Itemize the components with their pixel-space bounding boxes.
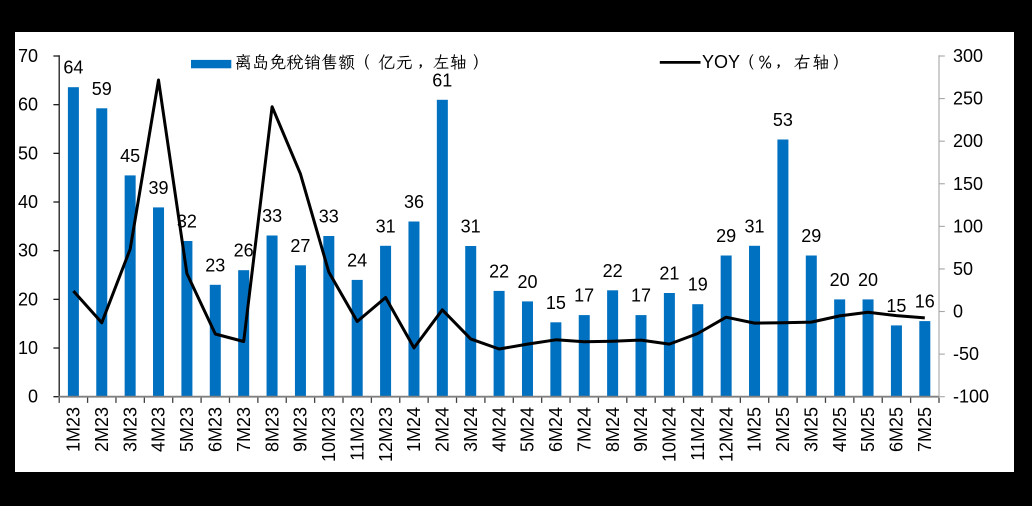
svg-text:8M24: 8M24 <box>603 407 623 452</box>
svg-text:20: 20 <box>517 272 537 292</box>
svg-text:31: 31 <box>376 216 396 236</box>
svg-text:31: 31 <box>744 216 764 236</box>
svg-text:7M23: 7M23 <box>234 407 254 452</box>
svg-text:4M25: 4M25 <box>830 407 850 452</box>
svg-text:60: 60 <box>18 95 38 115</box>
svg-text:21: 21 <box>659 264 679 284</box>
svg-text:1M23: 1M23 <box>64 407 84 452</box>
svg-text:5M25: 5M25 <box>858 407 878 452</box>
svg-text:39: 39 <box>148 178 168 198</box>
svg-text:250: 250 <box>953 89 983 109</box>
svg-text:36: 36 <box>404 192 424 212</box>
svg-text:200: 200 <box>953 131 983 151</box>
svg-text:5M23: 5M23 <box>177 407 197 452</box>
svg-text:27: 27 <box>290 236 310 256</box>
svg-text:6M25: 6M25 <box>887 407 907 452</box>
svg-text:2M25: 2M25 <box>773 407 793 452</box>
svg-text:29: 29 <box>716 226 736 246</box>
svg-text:7M25: 7M25 <box>915 407 935 452</box>
svg-text:0: 0 <box>28 387 38 407</box>
svg-text:22: 22 <box>603 261 623 281</box>
svg-text:20: 20 <box>18 289 38 309</box>
svg-text:1M25: 1M25 <box>745 407 765 452</box>
svg-text:59: 59 <box>92 79 112 99</box>
svg-text:100: 100 <box>953 216 983 236</box>
svg-text:2M23: 2M23 <box>92 407 112 452</box>
svg-text:150: 150 <box>953 174 983 194</box>
svg-text:6M24: 6M24 <box>546 407 566 452</box>
svg-text:20: 20 <box>858 270 878 290</box>
svg-text:9M23: 9M23 <box>291 407 311 452</box>
svg-text:10M24: 10M24 <box>660 407 680 462</box>
svg-text:19: 19 <box>688 275 708 295</box>
svg-text:YOY: YOY <box>702 52 740 72</box>
svg-text:53: 53 <box>773 110 793 130</box>
svg-text:3M23: 3M23 <box>120 407 140 452</box>
svg-text:16: 16 <box>915 292 935 312</box>
svg-text:9M24: 9M24 <box>631 407 651 452</box>
svg-text:6M23: 6M23 <box>206 407 226 452</box>
svg-text:20: 20 <box>830 270 850 290</box>
svg-text:22: 22 <box>489 261 509 281</box>
svg-text:32: 32 <box>177 212 197 232</box>
svg-text:26: 26 <box>234 241 254 261</box>
svg-text:5M24: 5M24 <box>518 407 538 452</box>
svg-text:12M24: 12M24 <box>716 407 736 462</box>
svg-text:2M24: 2M24 <box>433 407 453 452</box>
svg-text:50: 50 <box>18 143 38 163</box>
svg-text:1M24: 1M24 <box>404 407 424 452</box>
svg-text:40: 40 <box>18 192 38 212</box>
svg-text:4M23: 4M23 <box>149 407 169 452</box>
svg-text:4M24: 4M24 <box>489 407 509 452</box>
svg-text:0: 0 <box>953 302 963 322</box>
svg-text:33: 33 <box>262 206 282 226</box>
svg-text:50: 50 <box>953 259 973 279</box>
svg-text:3M25: 3M25 <box>802 407 822 452</box>
svg-text:15: 15 <box>886 296 906 316</box>
svg-text:11M24: 11M24 <box>688 407 708 461</box>
svg-text:15: 15 <box>546 293 566 313</box>
svg-text:64: 64 <box>63 58 83 78</box>
svg-text:10M23: 10M23 <box>319 407 339 462</box>
svg-text:-50: -50 <box>953 344 979 364</box>
svg-text:31: 31 <box>461 217 481 237</box>
svg-text:45: 45 <box>120 146 140 166</box>
svg-text:70: 70 <box>18 46 38 66</box>
svg-text:17: 17 <box>631 286 651 306</box>
svg-text:23: 23 <box>205 255 225 275</box>
svg-text:10: 10 <box>18 338 38 358</box>
svg-text:30: 30 <box>18 241 38 261</box>
svg-text:61: 61 <box>432 70 452 90</box>
svg-text:29: 29 <box>801 226 821 246</box>
svg-text:33: 33 <box>319 207 339 227</box>
svg-text:7M24: 7M24 <box>574 407 594 452</box>
svg-text:24: 24 <box>347 250 367 270</box>
svg-text:300: 300 <box>953 46 983 66</box>
svg-text:17: 17 <box>574 286 594 306</box>
svg-text:11M23: 11M23 <box>347 407 367 461</box>
svg-text:8M23: 8M23 <box>262 407 282 452</box>
svg-text:3M24: 3M24 <box>461 407 481 452</box>
svg-text:-100: -100 <box>953 387 989 407</box>
svg-text:12M23: 12M23 <box>376 407 396 462</box>
